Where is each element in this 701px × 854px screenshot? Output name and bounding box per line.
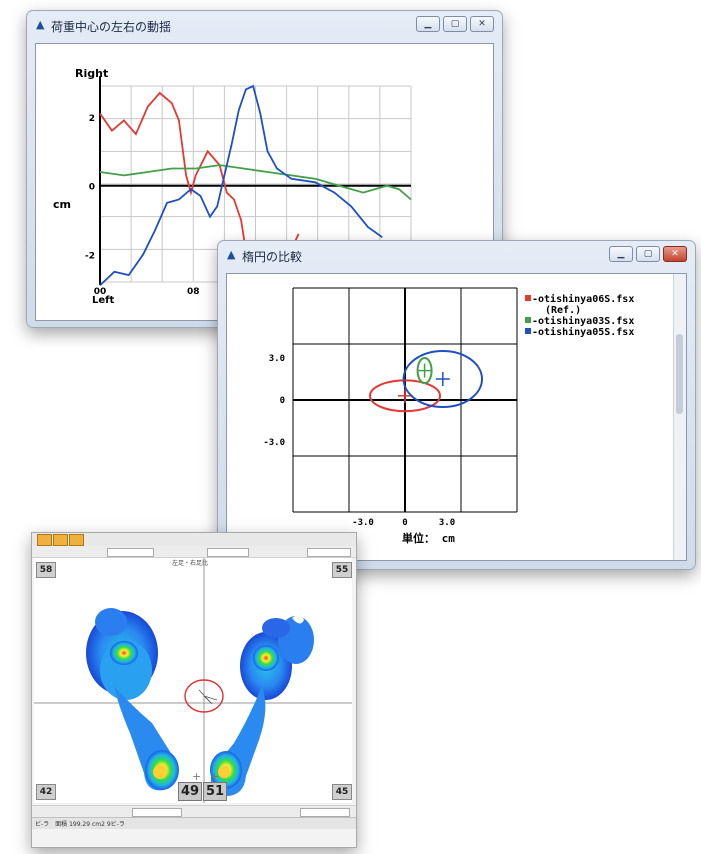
corner-badge-top-right: 55: [332, 562, 352, 578]
series-line: [99, 91, 247, 252]
selector-box[interactable]: [132, 808, 182, 817]
center-badge-left: 49: [178, 782, 202, 801]
center-plus-left: +: [192, 770, 201, 783]
right-foot-heatmap: [210, 615, 314, 796]
app-icon: ▲: [36, 18, 45, 31]
toolbar: [32, 533, 356, 547]
legend-label: -otishinya03S.fsx: [532, 315, 634, 327]
legend-label: -otishinya05S.fsx: [532, 326, 634, 338]
center-badge-right: 51: [203, 782, 227, 801]
left-foot-heatmap: [86, 608, 179, 791]
legend-swatch: [525, 317, 531, 323]
sway-trace: [198, 689, 218, 705]
series-line: [99, 164, 412, 201]
y-tick-label: 0: [89, 183, 95, 193]
x-tick-label: 00: [94, 287, 107, 297]
print-icon[interactable]: [37, 534, 52, 546]
y-tick-label: 0: [280, 396, 285, 406]
selector-box[interactable]: [300, 808, 350, 817]
maximize-button[interactable]: ▢: [636, 246, 660, 262]
legend-label: (Ref.): [545, 305, 581, 316]
y-tick-label: 3.0: [269, 354, 285, 364]
pressure-canvas: 左足・右足比: [34, 558, 352, 803]
ellipse-panel: -3.0 0 3.0 3.0 0 -3.0 単位： cm -otishinya06S.fs…: [226, 273, 687, 561]
x-tick-label: 3.0: [439, 518, 455, 528]
selector-row: [32, 546, 356, 558]
header-caption: 左足・右足比: [172, 560, 209, 567]
settings-icon[interactable]: [69, 534, 84, 546]
status-text: ビ-ラ 面積 199.29 cm2 9ビ-ラ: [35, 821, 125, 828]
ellipse-chart: -3.0 0 3.0 3.0 0 -3.0 単位： cm -otishinya06S.fs…: [263, 287, 634, 545]
corner-badge-top-left: 58: [36, 562, 56, 578]
unit-label: 単位： cm: [402, 531, 455, 545]
legend-label: -otishinya06S.fsx: [532, 293, 634, 305]
corner-badge-bottom-right: 45: [332, 784, 352, 800]
app-icon: ▲: [227, 248, 236, 261]
y-tick-label: 2: [89, 114, 95, 124]
window-ellipse-comparison[interactable]: ▲ 楕円の比較 ▁ ▢ ✕ -3.0 0 3.0 3.0 0 -3.0 単位： cm -o…: [217, 240, 696, 570]
maximize-button[interactable]: ▢: [443, 16, 467, 32]
zoom-icon[interactable]: [53, 534, 68, 546]
center-plus-right: +: [210, 770, 219, 783]
minimize-button[interactable]: ▁: [416, 16, 440, 32]
window-title: 楕円の比較: [242, 250, 303, 264]
scrollbar[interactable]: [673, 274, 686, 560]
legend-swatch: [525, 328, 531, 334]
title-bar[interactable]: ▲ 楕円の比較 ▁ ▢ ✕: [218, 241, 695, 271]
corner-badge-bottom-left: 42: [36, 784, 56, 800]
x-tick-label: -3.0: [352, 518, 374, 528]
ellipse: [369, 379, 441, 413]
y-axis-unit-label: cm: [53, 198, 71, 211]
ellipse: [402, 350, 484, 408]
status-bar: ビ-ラ 面積 199.29 cm2 9ビ-ラ: [32, 817, 356, 829]
selector-box[interactable]: [207, 548, 249, 557]
selector-box[interactable]: [307, 548, 351, 557]
bottom-selector-row: [32, 805, 356, 817]
foot-pressure-map: + +: [34, 558, 352, 803]
x-tick-label: 0: [402, 518, 407, 528]
window-foot-pressure[interactable]: 左足・右足比: [31, 532, 357, 848]
close-button[interactable]: ✕: [663, 246, 687, 262]
legend-swatch: [525, 295, 531, 301]
y-axis-top-label: Right: [75, 67, 108, 80]
scroll-thumb[interactable]: [676, 334, 683, 414]
title-bar[interactable]: ▲ 荷重中心の左右の動揺 ▁ ▢ ✕: [27, 11, 502, 41]
window-title: 荷重中心の左右の動揺: [51, 20, 172, 34]
sway-ellipse: [184, 679, 224, 713]
x-tick-label: 08: [187, 287, 200, 297]
series-line: [99, 84, 383, 287]
minimize-button[interactable]: ▁: [609, 246, 633, 262]
x-axis-label: Left: [92, 295, 115, 306]
y-tick-label: -3.0: [263, 438, 285, 448]
selector-box[interactable]: [107, 548, 154, 557]
close-button[interactable]: ✕: [470, 16, 494, 32]
y-tick-label: -2: [85, 251, 95, 261]
